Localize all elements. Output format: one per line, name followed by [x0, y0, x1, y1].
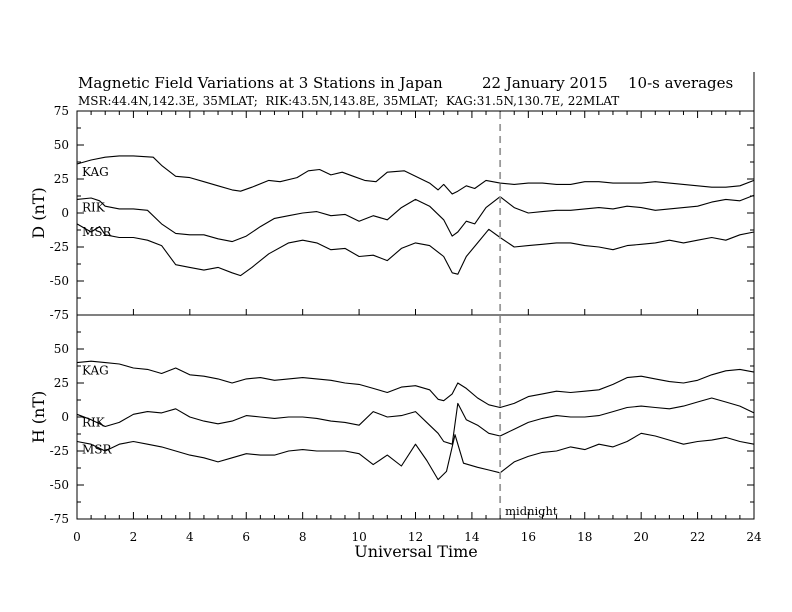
midnight-label: midnight — [505, 504, 558, 518]
d-component-panel: 75 50 25 0 -25 -50 -75 D (nT) KAG RIK MSR — [29, 104, 755, 322]
h-series-kag — [76, 360, 755, 409]
d-y-tick-label: 75 — [54, 104, 69, 118]
x-tick-label: 10 — [351, 530, 366, 544]
d-y-tick-label: 25 — [54, 172, 69, 186]
h-y-tick-label: -75 — [50, 512, 69, 526]
h-panel-frame — [76, 314, 755, 520]
d-y-tick-label: -25 — [50, 240, 69, 254]
x-tick-label: 2 — [130, 530, 138, 544]
x-tick-label: 24 — [746, 530, 762, 544]
h-label-rik: RIK — [82, 415, 106, 429]
x-tick-label: 20 — [634, 530, 649, 544]
x-tick-label: 4 — [186, 530, 194, 544]
d-label-kag: KAG — [82, 165, 109, 179]
chart-averaging: 10-s averages — [628, 74, 733, 92]
h-y-tick-label: -50 — [50, 478, 69, 492]
h-y-tick-label: 50 — [54, 342, 69, 356]
h-y-tick-label: -25 — [50, 444, 69, 458]
x-tick-label: 14 — [464, 530, 480, 544]
x-tick-label: 0 — [73, 530, 81, 544]
h-label-kag: KAG — [82, 364, 109, 378]
d-series-rik — [76, 194, 755, 243]
d-y-axis-label: D (nT) — [29, 187, 48, 238]
x-axis: 0 2 4 6 8 10 12 14 16 18 20 22 24 — [73, 72, 762, 544]
chart-date: 22 January 2015 — [482, 74, 608, 92]
d-y-tick-label: 0 — [61, 206, 69, 220]
h-component-panel: 50 25 0 -25 -50 -75 H (nT) KAG RIK MSR — [29, 314, 755, 526]
midnight-marker: midnight — [499, 112, 558, 518]
x-tick-label: 8 — [299, 530, 307, 544]
h-y-tick-label: 25 — [54, 376, 69, 390]
d-y-tick-label: -75 — [50, 308, 69, 322]
h-label-msr: MSR — [82, 442, 113, 456]
x-axis-label: Universal Time — [354, 542, 477, 561]
h-y-axis-label: H (nT) — [29, 391, 48, 444]
h-series-rik — [76, 397, 755, 445]
x-tick-label: 6 — [242, 530, 250, 544]
d-label-msr: MSR — [82, 225, 113, 239]
chart-subtitle: MSR:44.4N,142.3E, 35MLAT; RIK:43.5N,143.… — [78, 94, 619, 108]
d-series-msr — [76, 223, 755, 277]
x-tick-label: 18 — [577, 530, 592, 544]
d-y-tick-label: -50 — [50, 274, 69, 288]
d-label-rik: RIK — [82, 200, 106, 214]
d-series-kag — [76, 155, 755, 195]
x-tick-label: 16 — [521, 530, 536, 544]
d-y-tick-label: 50 — [54, 138, 69, 152]
h-series-msr — [76, 432, 755, 481]
x-tick-label: 22 — [690, 530, 705, 544]
x-tick-label: 12 — [408, 530, 423, 544]
chart-title: Magnetic Field Variations at 3 Stations … — [78, 74, 443, 92]
h-y-tick-label: 0 — [61, 410, 69, 424]
d-panel-frame — [76, 110, 755, 316]
